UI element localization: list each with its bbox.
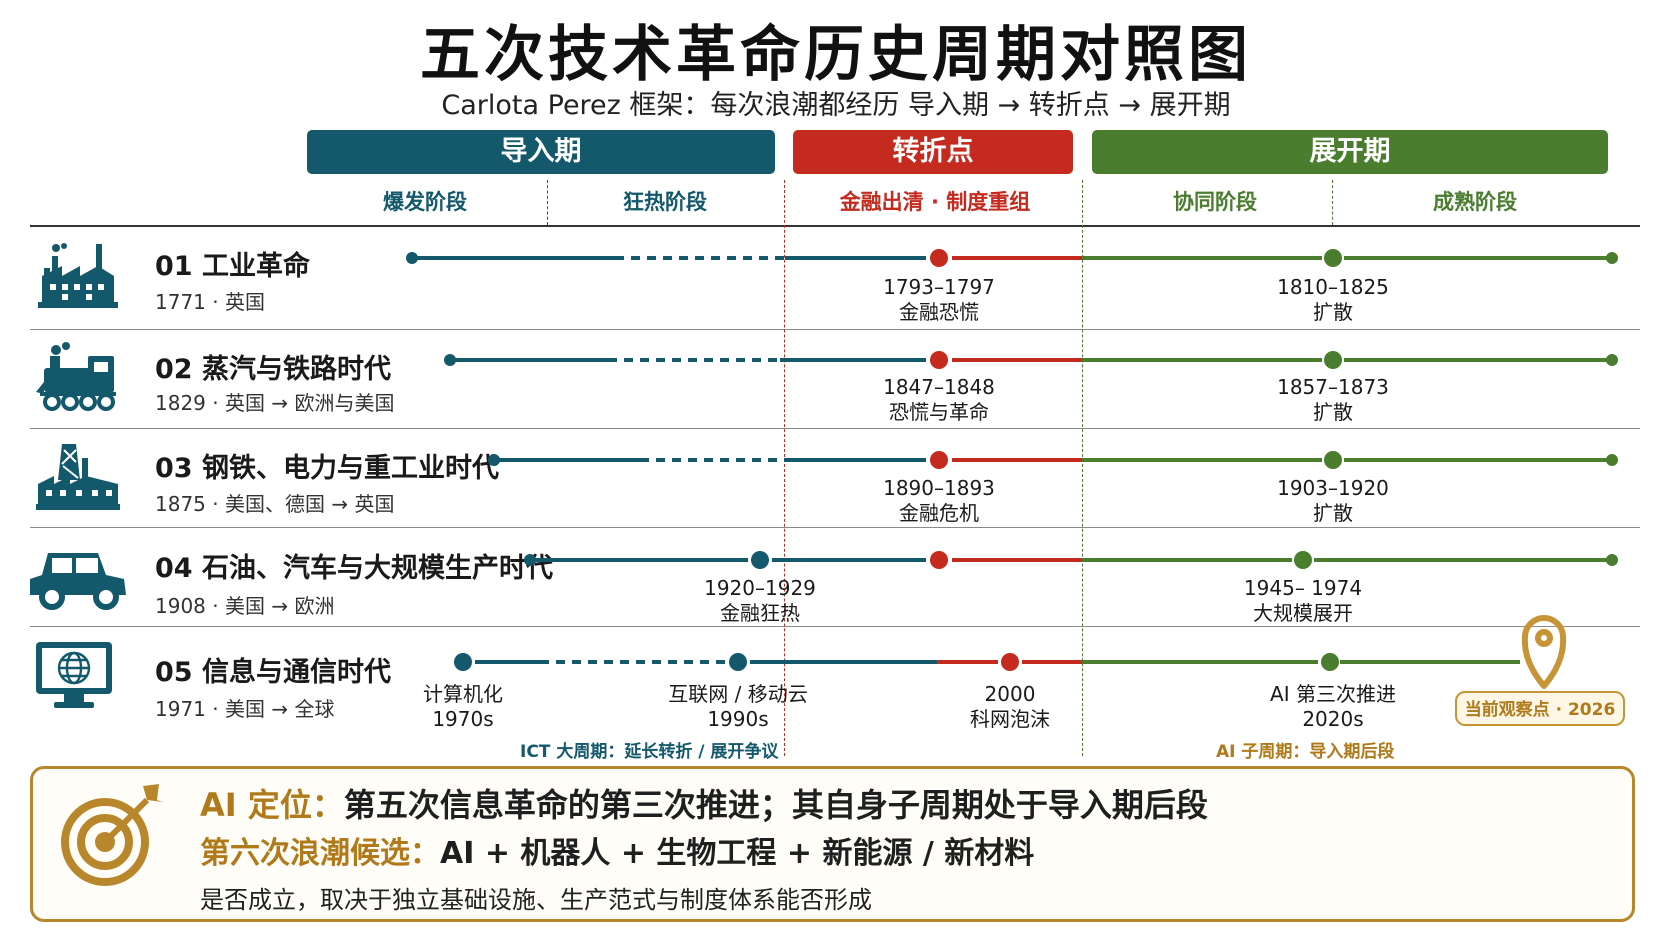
- computer-globe-icon: [36, 642, 112, 708]
- event-label: 1945– 1974 大规模展开: [1243, 576, 1363, 625]
- event-label: 1920–1929 金融狂热: [704, 576, 816, 625]
- row-title-5: 05 信息与通信时代: [155, 657, 391, 688]
- factory-icon: [38, 243, 118, 308]
- event-label: 计算机化 1970s: [423, 682, 503, 731]
- phase-deployment: 展开期: [1092, 130, 1608, 174]
- row-meta-4: 1908 · 美国 → 欧洲: [155, 594, 335, 618]
- row-title-1: 01 工业革命: [155, 251, 310, 282]
- event-label: 1793–1797 金融恐慌: [883, 275, 995, 324]
- row-meta-5: 1971 · 美国 → 全球: [155, 697, 335, 721]
- row-meta-2: 1829 · 英国 → 欧洲与美国: [155, 391, 395, 415]
- summary-condition: 是否成立，取决于独立基础设施、生产范式与制度体系能否形成: [200, 886, 872, 914]
- event-label: 1903–1920 扩散: [1277, 476, 1389, 525]
- event-label: 1857–1873 扩散: [1277, 375, 1389, 424]
- target-icon: [61, 784, 163, 886]
- page-title: 五次技术革命历史周期对照图: [420, 20, 1252, 90]
- car-icon: [30, 553, 126, 610]
- sixth-wave-candidates: 第六次浪潮候选：AI + 机器人 + 生物工程 + 新能源 / 新材料: [200, 836, 1035, 871]
- ai-cycle-note: AI 子周期：导入期后段: [1216, 742, 1395, 762]
- guide-dash: [547, 180, 548, 225]
- row-divider: [30, 527, 1640, 528]
- ai-positioning: AI 定位：第五次信息革命的第三次推进；其自身子周期处于导入期后段: [200, 786, 1208, 824]
- stage-maturity: 成熟阶段: [1433, 190, 1517, 214]
- event-label: AI 第三次推进 2020s: [1270, 682, 1396, 731]
- phase-turning-point: 转折点: [793, 130, 1073, 174]
- row-divider: [30, 626, 1640, 627]
- train-icon: [36, 342, 116, 411]
- row-divider: [30, 329, 1640, 330]
- guide-dash: [1332, 180, 1333, 225]
- event-label: 1847–1848 恐慌与革命: [883, 375, 995, 424]
- phase-installation: 导入期: [307, 130, 775, 174]
- steel-plant-icon: [36, 444, 120, 510]
- row-meta-1: 1771 · 英国: [155, 290, 265, 314]
- stage-eruption: 爆发阶段: [383, 190, 467, 214]
- row-divider: [30, 428, 1640, 429]
- stage-synergy: 协同阶段: [1173, 190, 1257, 214]
- stage-turning: 金融出清 · 制度重组: [839, 190, 1031, 214]
- summary-box: [30, 766, 1635, 922]
- row-meta-3: 1875 · 美国、德国 → 英国: [155, 492, 395, 516]
- guide-dash: [1082, 180, 1083, 756]
- guide-dash: [784, 180, 785, 756]
- location-pin-icon: [1521, 615, 1567, 689]
- observation-badge: 当前观察点 · 2026: [1455, 691, 1625, 726]
- event-label: 1810–1825 扩散: [1277, 275, 1389, 324]
- stage-frenzy: 狂热阶段: [623, 190, 707, 214]
- row-title-3: 03 钢铁、电力与重工业时代: [155, 453, 499, 484]
- timeline-dots: [406, 249, 1618, 671]
- header-divider: [30, 225, 1640, 227]
- page-subtitle: Carlota Perez 框架：每次浪潮都经历 导入期 → 转折点 → 展开期: [441, 90, 1231, 121]
- event-label: 互联网 / 移动云 1990s: [668, 682, 808, 731]
- event-label: 2000 科网泡沫: [970, 682, 1050, 731]
- event-label: 1890–1893 金融危机: [883, 476, 995, 525]
- row-title-2: 02 蒸汽与铁路时代: [155, 354, 391, 385]
- ict-cycle-note: ICT 大周期：延长转折 / 展开争议: [520, 742, 779, 762]
- row-title-4: 04 石油、汽车与大规模生产时代: [155, 553, 553, 584]
